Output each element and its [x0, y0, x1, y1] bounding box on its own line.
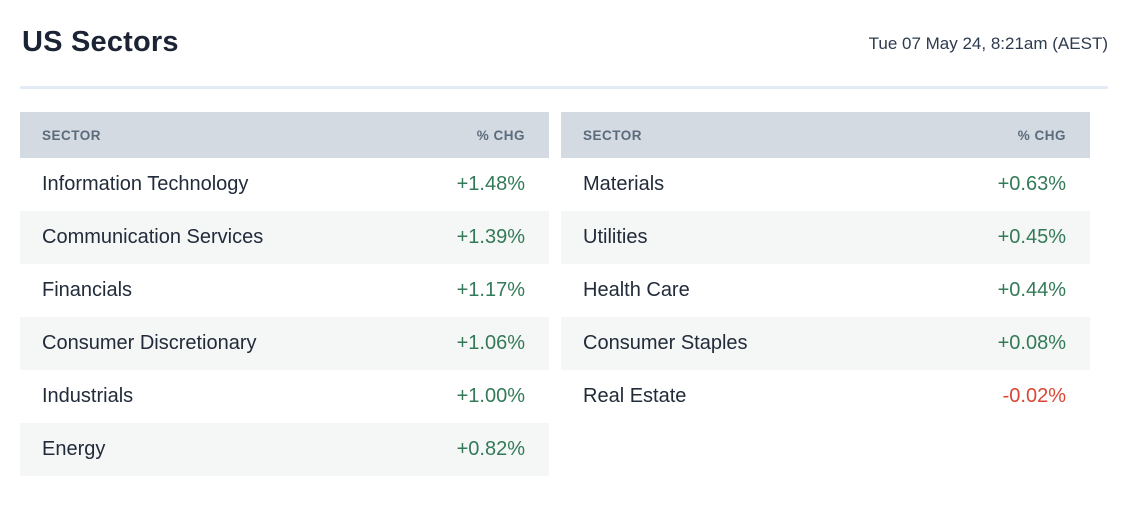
sector-change-value: +1.06%	[456, 332, 525, 354]
sector-change-value: -0.02%	[1002, 385, 1066, 407]
table-header-row: SECTOR % CHG	[20, 112, 549, 158]
column-header-sector: SECTOR	[42, 127, 102, 143]
sector-name: Financials	[42, 279, 133, 301]
sector-change-value: +0.08%	[997, 332, 1066, 354]
table-row: Financials +1.17%	[20, 264, 549, 317]
sector-change-value: +0.45%	[997, 226, 1066, 248]
sector-name: Industrials	[42, 385, 134, 407]
sector-name: Utilities	[583, 226, 648, 248]
table-row: Real Estate -0.02%	[561, 370, 1090, 423]
table-row: Consumer Staples +0.08%	[561, 317, 1090, 370]
sector-name: Real Estate	[583, 385, 687, 407]
table-row: Materials +0.63%	[561, 158, 1090, 211]
sector-change-value: +0.82%	[456, 438, 525, 460]
sector-change-value: +1.17%	[456, 279, 525, 301]
us-sectors-widget: US Sectors Tue 07 May 24, 8:21am (AEST) …	[20, 0, 1108, 476]
table-row: Industrials +1.00%	[20, 370, 549, 423]
table-row: Communication Services +1.39%	[20, 211, 549, 264]
table-row: Consumer Discretionary +1.06%	[20, 317, 549, 370]
sector-change-value: +1.39%	[456, 226, 525, 248]
table-body: Materials +0.63% Utilities +0.45% Health Car…	[561, 158, 1090, 423]
header-divider	[20, 86, 1108, 89]
sector-change-value: +0.63%	[997, 173, 1066, 195]
sector-change-value: +0.44%	[997, 279, 1066, 301]
widget-header: US Sectors Tue 07 May 24, 8:21am (AEST)	[20, 0, 1108, 60]
column-header-sector: SECTOR	[583, 127, 643, 143]
sector-name: Consumer Discretionary	[42, 332, 257, 354]
sector-name: Materials	[583, 173, 665, 195]
table-row: Utilities +0.45%	[561, 211, 1090, 264]
column-header-chg: % CHG	[1017, 127, 1066, 143]
sector-name: Consumer Staples	[583, 332, 748, 354]
sector-change-value: +1.00%	[456, 385, 525, 407]
sector-name: Health Care	[583, 279, 690, 301]
table-header-row: SECTOR % CHG	[561, 112, 1090, 158]
sector-name: Communication Services	[42, 226, 264, 248]
column-header-chg: % CHG	[476, 127, 525, 143]
sector-change-value: +1.48%	[456, 173, 525, 195]
sector-table-left: SECTOR % CHG Information Technology +1.48…	[20, 112, 549, 476]
sector-name: Information Technology	[42, 173, 249, 195]
sector-table-right: SECTOR % CHG Materials +0.63% Utilities +0.…	[561, 112, 1090, 476]
timestamp: Tue 07 May 24, 8:21am (AEST)	[868, 34, 1108, 53]
table-body: Information Technology +1.48% Communicatio…	[20, 158, 549, 476]
page-title: US Sectors	[22, 26, 179, 58]
sector-tables: SECTOR % CHG Information Technology +1.48…	[20, 112, 1108, 476]
table-row: Energy +0.82%	[20, 423, 549, 476]
sector-name: Energy	[42, 438, 106, 460]
table-row: Health Care +0.44%	[561, 264, 1090, 317]
table-row: Information Technology +1.48%	[20, 158, 549, 211]
